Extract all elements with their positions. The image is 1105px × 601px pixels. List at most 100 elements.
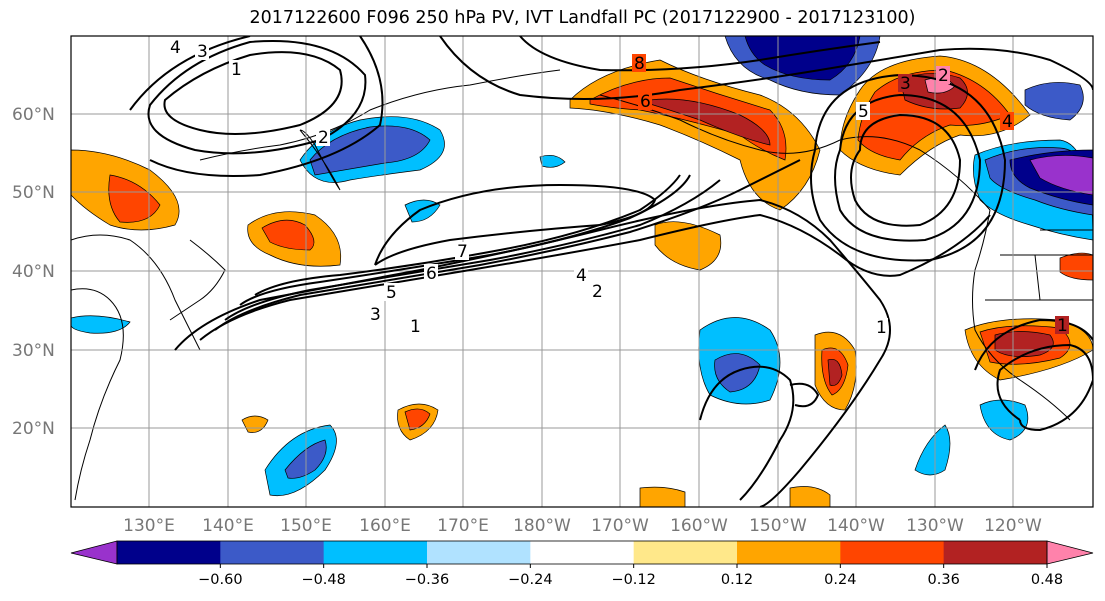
lon-label-120w: 120°W [984, 516, 1042, 536]
colorbar-frame [116, 540, 1048, 565]
colorbar-segments [117, 541, 1048, 564]
lon-label-150e: 150°E [280, 516, 332, 536]
cold-anomaly-small-1 [71, 315, 131, 334]
warm-anomaly-small-2 [1059, 252, 1093, 281]
contour-label-6b: 6 [640, 92, 651, 112]
pv-contour-north-2 [147, 39, 367, 155]
cold-anomaly-tropical-e [914, 424, 951, 476]
contour-label-6: 6 [426, 264, 437, 284]
colorbar-tick-label: −0.24 [508, 572, 552, 588]
latitude-labels: 60°N 50°N 40°N 30°N 20°N [12, 105, 55, 439]
contour-label-4c: 4 [1002, 112, 1013, 132]
pv-contour-upper [439, 36, 1093, 100]
coast-na-west [972, 209, 1093, 421]
pv-contour-subtropical-2 [789, 382, 820, 408]
colorbar-tick-label: −0.36 [405, 572, 449, 588]
lon-label-170e: 170°E [437, 516, 489, 536]
coastlines [71, 69, 1093, 501]
colorbar-tick-label: 0.36 [928, 572, 960, 588]
colorbar-ticks: −0.60 −0.48 −0.36 −0.24 −0.12 0.12 0.24 0.36 0.4… [198, 564, 1063, 588]
pv-contours [129, 36, 1093, 507]
warm-anomaly-tropical-1-core [404, 408, 431, 431]
pv-contour-7 [374, 183, 657, 266]
contour-label-2: 2 [318, 128, 329, 148]
coast-siberia [199, 69, 561, 161]
pv-contour-subtropical-loop [699, 365, 795, 501]
warm-anomaly-tropical-3 [789, 486, 831, 507]
lon-label-160w: 160°W [670, 516, 728, 536]
contour-label-4: 4 [170, 38, 181, 58]
lat-label-20n: 20°N [12, 419, 55, 439]
contour-label-1: 1 [231, 60, 242, 80]
colorbar-segment [530, 541, 635, 564]
lon-label-180w: 180°W [513, 516, 571, 536]
contour-label-5b: 5 [858, 102, 869, 122]
warm-anomaly-central [654, 221, 722, 271]
pv-contour-aleutian [850, 113, 962, 227]
lon-label-130e: 130°E [123, 516, 175, 536]
colorbar-segment [117, 541, 221, 564]
colorbar-tick-label: −0.48 [301, 572, 345, 588]
warm-anomaly-kuril-core [261, 219, 315, 251]
contour-label-3b: 3 [370, 305, 381, 325]
lon-label-140e: 140°E [202, 516, 254, 536]
warm-anomaly-hawaii-ne-max [827, 359, 843, 386]
cold-anomaly-small-3 [539, 155, 566, 168]
lat-label-30n: 30°N [12, 341, 55, 361]
contour-label-1b: 1 [410, 317, 421, 337]
colorbar: −0.60 −0.48 −0.36 −0.24 −0.12 0.12 0.24 0.36 0.4… [70, 540, 1094, 588]
map-title: 2017122600 F096 250 hPa PV, IVT Landfall… [249, 8, 916, 28]
colorbar-tick-label: −0.12 [611, 572, 655, 588]
contour-label-1d: 1 [1057, 316, 1068, 336]
pv-contour-california [974, 318, 1093, 432]
longitude-labels: 130°E 140°E 150°E 160°E 170°E 180°W 170°… [123, 516, 1042, 536]
contour-label-3: 3 [197, 42, 208, 62]
pv-contour-upper-2 [519, 36, 881, 72]
contour-labels: 4 3 1 2 7 6 5 3 1 4 2 8 6 5 3 2 4 1 1 [168, 38, 1069, 338]
cold-anomaly-subtropical-core [714, 353, 761, 393]
lon-label-150w: 150°W [749, 516, 807, 536]
contour-label-1c: 1 [876, 318, 887, 338]
colorbar-tick-label: 0.48 [1031, 572, 1063, 588]
contour-label-2c: 2 [938, 66, 949, 86]
pv-contour-4 [224, 179, 721, 321]
lon-label-160e: 160°E [359, 516, 411, 536]
cold-anomaly-okhotsk-core [309, 125, 431, 176]
pv-contour-3 [214, 159, 801, 331]
lat-label-40n: 40°N [12, 262, 55, 282]
colorbar-segment [323, 541, 428, 564]
colorbar-tick-label: −0.60 [198, 572, 242, 588]
contour-label-3c: 3 [900, 74, 911, 94]
colorbar-arrow-left [70, 540, 118, 565]
coast-japan [169, 239, 226, 321]
colorbar-arrow-right [1046, 540, 1094, 565]
coast-asia [71, 234, 201, 501]
coast-alaska [599, 94, 991, 211]
contour-label-2b: 2 [592, 282, 603, 302]
cold-anomaly-ne-pacific-peak [1029, 155, 1093, 196]
warm-anomaly-california-max [994, 331, 1054, 357]
pv-contour-north-1 [163, 51, 343, 135]
colorbar-tick-label: 0.24 [824, 572, 856, 588]
colorbar-segment [943, 541, 1048, 564]
colorbar-segment [220, 541, 325, 564]
pv-contour-north-3 [129, 36, 384, 177]
warm-anomaly-japan-core [108, 174, 161, 223]
pv-contour-6 [254, 174, 681, 296]
lon-label-130w: 130°W [906, 516, 964, 536]
contour-label-7: 7 [457, 242, 468, 262]
contour-label-5: 5 [386, 283, 397, 303]
contour-label-8: 8 [634, 54, 645, 74]
pv-contour-aleutian-3 [810, 73, 1007, 262]
colorbar-segment [737, 541, 841, 564]
lon-label-170w: 170°W [591, 516, 649, 536]
lat-label-60n: 60°N [12, 105, 55, 125]
warm-anomaly-tropical-2 [639, 486, 686, 507]
colorbar-segment [840, 541, 945, 564]
colorbar-segment [427, 541, 531, 564]
lon-label-140w: 140°W [827, 516, 885, 536]
lat-label-50n: 50°N [12, 183, 55, 203]
pv-contour-2 [199, 213, 991, 341]
colorbar-segment [633, 541, 738, 564]
